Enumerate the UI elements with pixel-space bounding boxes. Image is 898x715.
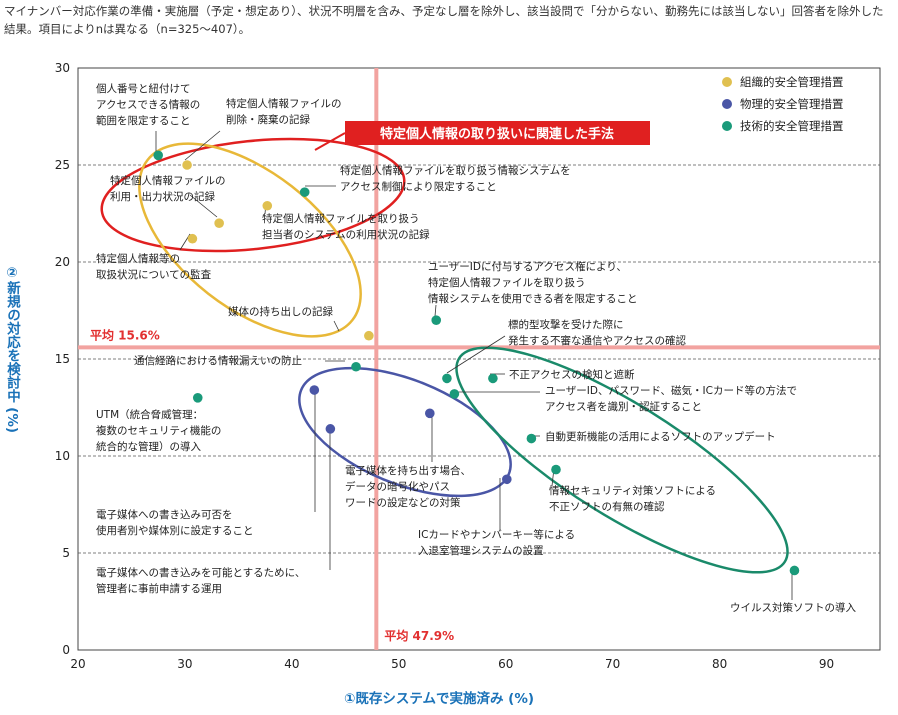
legend-entry: 技術的安全管理措置 <box>740 119 844 133</box>
data-point <box>192 393 203 403</box>
point-label: 電子媒体への書き込み可否を使用者別や媒体別に設定すること <box>96 508 254 537</box>
survey-note: マイナンバー対応作業の準備・実施層（予定・想定あり）、状況不明層を含み、予定なし… <box>4 4 884 36</box>
average-label-x: 平均 47.9% <box>384 628 454 643</box>
legend-marker <box>722 77 732 87</box>
point-label: ユーザーID、パスワード、磁気・ICカード等の方法でアクセス者を識別・認証するこ… <box>545 384 797 413</box>
x-tick-label: 20 <box>70 657 85 671</box>
leader-line <box>333 320 340 332</box>
data-point <box>187 233 198 244</box>
callout-pointer <box>314 132 346 151</box>
point-label: 自動更新機能の活用によるソフトのアップデート <box>545 430 776 443</box>
data-point <box>488 373 498 384</box>
point-label: 情報セキュリティ対策ソフトによる不正ソフトの有無の確認 <box>549 484 716 513</box>
x-tick-label: 30 <box>177 657 192 671</box>
x-tick-label: 40 <box>284 657 299 671</box>
point-label: ICカードやナンバーキー等による入退室管理システムの設置 <box>418 528 575 557</box>
data-point <box>442 373 452 384</box>
x-axis-title: ①既存システムで実施済み (%) <box>344 690 534 707</box>
point-label: ユーザーIDに付与するアクセス権により、特定個人情報ファイルを取り扱う情報システ… <box>428 260 637 305</box>
leader-line <box>434 304 437 317</box>
callout-ellipse <box>100 137 406 253</box>
point-label: 標的型攻撃を受けた際に発生する不審な通信やアクセスの確認 <box>508 318 686 347</box>
point-label: 特定個人情報ファイルの削除・廃棄の記録 <box>226 97 342 126</box>
leader-line <box>184 130 221 161</box>
data-point <box>351 361 361 372</box>
technical-ellipse <box>455 346 789 574</box>
data-point <box>789 565 800 576</box>
point-label: ウイルス対策ソフトの導入 <box>730 601 856 614</box>
data-point <box>214 218 224 228</box>
data-point <box>182 160 192 170</box>
data-point <box>153 150 163 161</box>
point-label: 媒体の持ち出しの記録 <box>228 305 333 318</box>
data-point <box>526 433 537 444</box>
point-label: 特定個人情報ファイルの利用・出力状況の記録 <box>110 174 226 203</box>
data-point <box>309 385 320 395</box>
data-point <box>262 200 273 211</box>
leader-line <box>446 335 506 374</box>
y-tick-label: 10 <box>55 449 70 463</box>
physical-ellipse <box>298 366 512 498</box>
point-label: 特定個人情報等の取扱状況についての監査 <box>96 252 212 281</box>
y-axis-title: ②新規の対応を検討中 (%) <box>4 265 22 433</box>
point-label: 電子媒体への書き込みを可能とするために、管理者に事前申請する運用 <box>96 566 305 595</box>
point-label: 特定個人情報ファイルを取り扱う担当者のシステムの利用状況の記録 <box>262 212 430 241</box>
y-tick-label: 30 <box>55 61 70 75</box>
legend-marker <box>722 121 732 131</box>
y-tick-label: 25 <box>55 158 70 172</box>
point-label: 電子媒体を持ち出す場合、データの暗号化やパスワードの設定などの対策 <box>345 464 471 509</box>
legend-marker <box>722 99 732 109</box>
data-point <box>449 389 460 399</box>
y-tick-label: 5 <box>62 546 70 560</box>
data-point <box>431 315 442 326</box>
x-tick-label: 80 <box>712 657 727 671</box>
callout-box <box>345 121 650 145</box>
data-point <box>425 408 435 419</box>
x-tick-label: 90 <box>819 657 834 671</box>
leader-line <box>189 194 218 218</box>
point-label: 不正アクセスの検知と遮断 <box>509 368 635 381</box>
x-tick-label: 50 <box>391 657 406 671</box>
x-tick-label: 60 <box>498 657 513 671</box>
y-tick-label: 20 <box>55 255 70 269</box>
y-tick-label: 15 <box>55 352 70 366</box>
legend-entry: 組織的安全管理措置 <box>740 75 844 89</box>
point-label: UTM（統合脅威管理：複数のセキュリティ機能の統合的な管理）の導入 <box>96 408 221 453</box>
point-label: 通信経路における情報漏えいの防止 <box>134 354 302 367</box>
callout-label: 特定個人情報の取り扱いに関連した手法 <box>380 126 614 142</box>
average-label-y: 平均 15.6% <box>90 327 160 342</box>
point-label: 特定個人情報ファイルを取り扱う情報システムをアクセス制御により限定すること <box>340 164 571 193</box>
data-point <box>325 424 336 434</box>
legend-entry: 物理的安全管理措置 <box>740 97 844 111</box>
y-tick-label: 0 <box>62 643 70 657</box>
data-point <box>502 474 512 485</box>
data-point <box>364 330 374 341</box>
data-point <box>299 187 310 197</box>
point-label: 個人番号と紐付けてアクセスできる情報の範囲を限定すること <box>96 82 200 127</box>
organizational-ellipse <box>138 142 362 338</box>
data-point <box>551 464 561 475</box>
x-tick-label: 70 <box>605 657 620 671</box>
